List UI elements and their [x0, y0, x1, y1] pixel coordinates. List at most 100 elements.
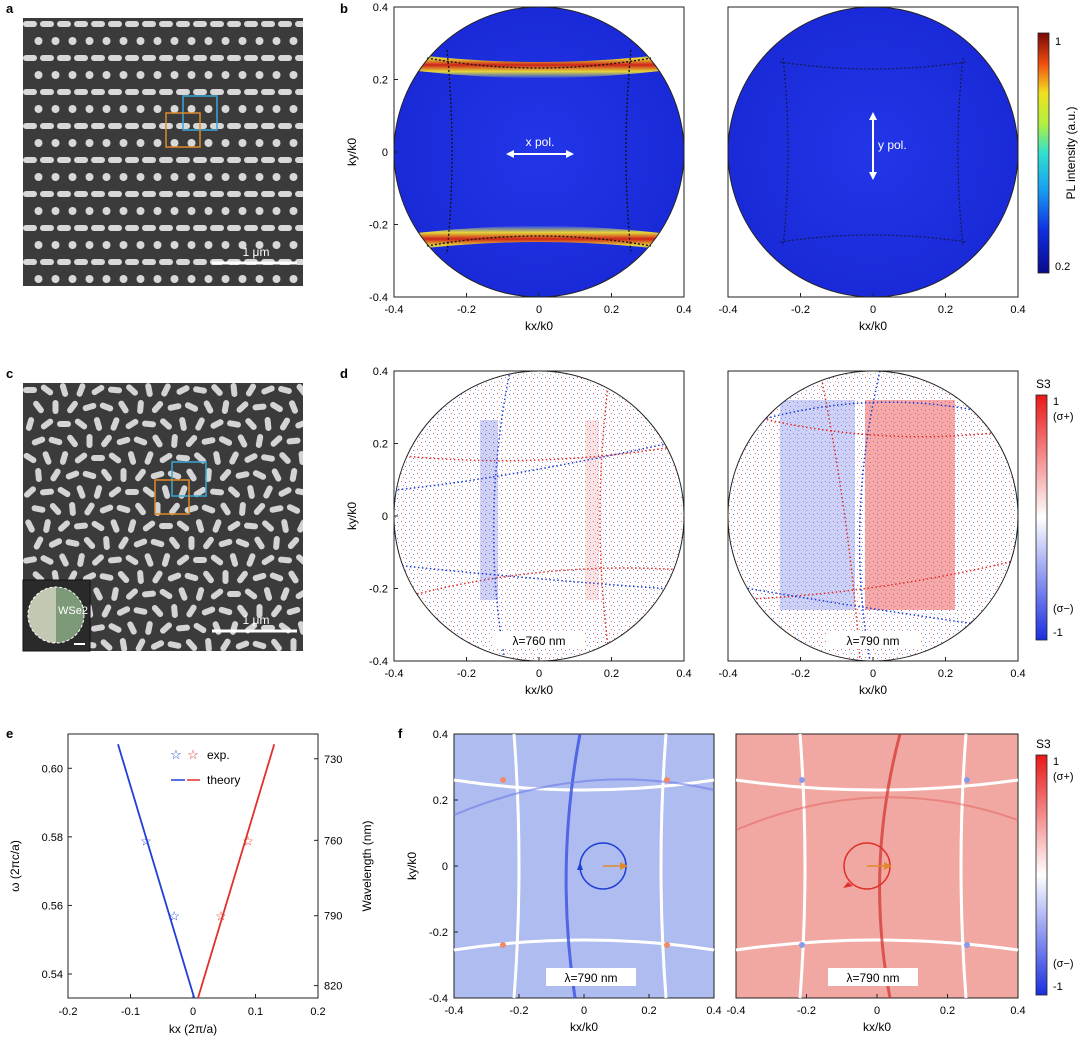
x-axis-label: kx/k0 [525, 683, 553, 697]
sem-pillar [167, 641, 182, 649]
sem-pillar [153, 207, 162, 215]
sem-pillar [171, 434, 178, 448]
sem-pillar [170, 105, 179, 113]
sem-pillar [204, 105, 213, 113]
sem-pillar [108, 452, 122, 464]
panel-label-d: d [340, 366, 348, 381]
sem-pillar [151, 605, 164, 617]
sem-pillar [222, 570, 229, 584]
sem-pillar [82, 470, 97, 480]
sem-pillar [176, 385, 190, 395]
x-tick-label: -0.4 [445, 1005, 464, 1017]
sem-pillar [286, 504, 301, 514]
sem-pillar [93, 485, 103, 499]
sem-pillar [144, 451, 154, 465]
sem-pillar [278, 21, 292, 27]
sem-pillar [118, 400, 129, 414]
sem-pillar [255, 105, 264, 113]
sem-pillar [24, 486, 36, 498]
sem-pillar [34, 71, 43, 79]
sem-pillar [255, 37, 264, 45]
sem-pillar [108, 623, 122, 633]
chart-e-frame [67, 733, 319, 999]
sem-pillar [272, 37, 281, 45]
y-tick-label: -0.4 [369, 292, 388, 304]
sem-pillar [133, 607, 148, 615]
sem-pillar [23, 21, 37, 27]
sem-pillar [167, 403, 182, 411]
sem-pillar [298, 451, 303, 465]
sem-pillar [187, 105, 196, 113]
sem-pillar [85, 105, 94, 113]
sem-pillar [34, 275, 43, 283]
sem-pillar [271, 638, 282, 651]
x-axis-label: kx/k0 [859, 683, 887, 697]
sem-pillar [210, 225, 224, 231]
sem-pillar [59, 553, 69, 567]
sem-pillar [58, 520, 70, 532]
sem-pillar [34, 241, 43, 249]
sem-pillar [23, 259, 37, 265]
sem-pillar [142, 520, 156, 532]
sem-pillar [306, 399, 315, 414]
sem-pillar [91, 21, 105, 27]
sem-pillar [85, 37, 94, 45]
sem-pillar [221, 207, 230, 215]
sem-pillar [271, 468, 282, 482]
x-tick-label: 0.4 [676, 304, 691, 316]
sem-pillar [57, 191, 71, 197]
sem-pillar [82, 572, 97, 582]
sem-pillar [218, 538, 233, 548]
sem-pillar [178, 587, 188, 601]
y-tick-label: 0.2 [373, 439, 388, 451]
sem-pillar [59, 451, 69, 465]
sem-pillar [227, 21, 241, 27]
y-tick-label: 0.2 [433, 795, 448, 807]
sem-pillar [52, 400, 59, 414]
sem-pillar [136, 275, 145, 283]
sem-pillar [101, 434, 112, 448]
sem-pillar [142, 225, 156, 231]
sem-pillar [255, 173, 264, 181]
sem-pillar [261, 21, 275, 27]
sem-pillar [296, 554, 303, 566]
sem-pillar [252, 470, 267, 480]
sem-pillar [91, 157, 105, 163]
sem-pillar [289, 241, 298, 249]
sem-pillar [167, 572, 182, 582]
chart-e-theory-line [117, 744, 196, 999]
sem-pillar [40, 488, 54, 496]
sem-pillar [289, 400, 298, 414]
sem-pillar [307, 105, 315, 113]
sem-pillar [245, 418, 257, 430]
sem-pillar [108, 225, 122, 231]
x-tick-label: 0.4 [1010, 304, 1025, 316]
sem-pillar [74, 89, 88, 95]
sem-pillar [237, 434, 248, 448]
sem-pillar [229, 451, 239, 465]
sem-pillar [280, 587, 290, 601]
chart-e-y2tick-label: 820 [324, 981, 342, 993]
colorbar-f-min-sub: (σ−) [1053, 958, 1074, 970]
y-pol-label: y pol. [878, 138, 907, 152]
sem-pillar [203, 536, 214, 550]
x-pol-label: x pol. [526, 135, 555, 149]
sem-pillar [261, 55, 275, 61]
sem-pillar [244, 522, 258, 530]
sem-pillar [119, 37, 128, 45]
x-tick-label: 0 [536, 304, 542, 316]
y-pol-arrow: y pol. [869, 112, 907, 180]
sem-pillar [125, 418, 139, 430]
lambda-790-label-f-right: λ=790 nm [846, 971, 899, 985]
sem-pillar [136, 173, 145, 181]
sem-pillar [176, 89, 190, 95]
sem-pillar [235, 640, 250, 650]
sem-pillar [57, 421, 71, 427]
sem-pillar [186, 468, 197, 482]
sem-pillar [254, 536, 265, 550]
sem-pillar [220, 638, 231, 651]
sem-pillar [281, 519, 289, 533]
sem-pillar [278, 123, 292, 129]
sem-pillar [125, 554, 139, 566]
sem-pillars-a [23, 21, 315, 283]
